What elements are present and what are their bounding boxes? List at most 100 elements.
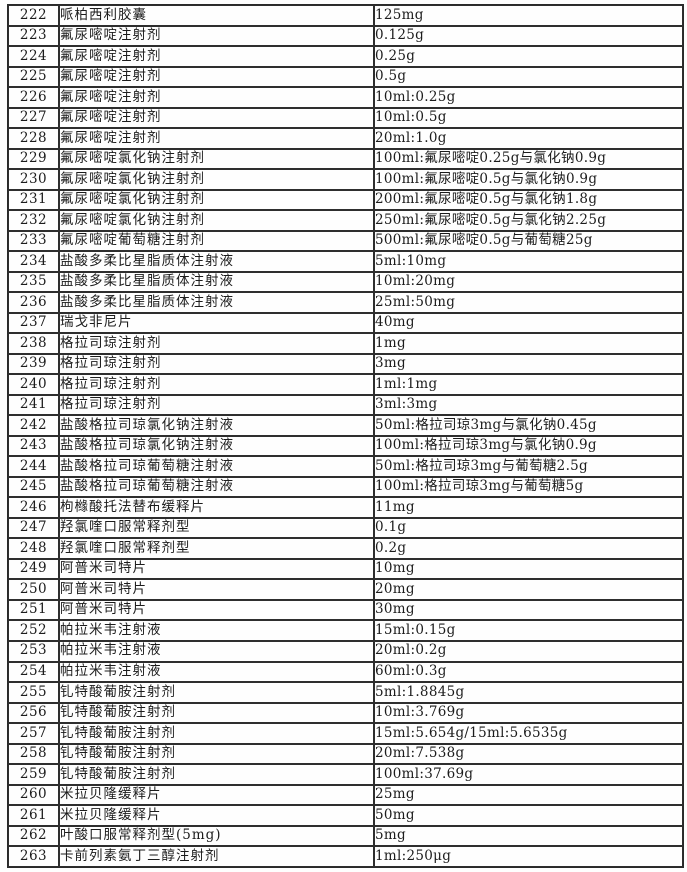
row-number-cell: 249	[8, 558, 59, 580]
table-row: 258 钆特酸葡胺注射剂 20ml:7.538g	[8, 743, 683, 765]
table-row: 227 氟尿嘧啶注射剂 10ml:0.5g	[8, 107, 683, 129]
row-number-cell: 237	[8, 312, 59, 334]
spec-cell: 0.25g	[374, 46, 683, 67]
spec-cell: 1ml:1mg	[374, 374, 683, 395]
drug-name-cell: 氟尿嘧啶注射剂	[59, 46, 374, 67]
spec-cell: 50ml:格拉司琼3mg与氯化钠0.45g	[374, 415, 683, 436]
table-row: 242 盐酸格拉司琼氯化钠注射液 50ml:格拉司琼3mg与氯化钠0.45g	[8, 415, 683, 436]
drug-name-cell: 羟氯喹口服常释剂型	[59, 517, 374, 539]
drug-name-cell: 钆特酸葡胺注射剂	[59, 723, 374, 744]
drug-name-cell: 格拉司琼注射剂	[59, 353, 374, 375]
spec-cell: 25mg	[374, 784, 683, 806]
drug-name-cell: 氟尿嘧啶注射剂	[59, 107, 374, 129]
drug-name-cell: 米拉贝隆缓释片	[59, 784, 374, 806]
drug-name-cell: 帕拉米韦注射液	[59, 620, 374, 641]
row-number-cell: 227	[8, 107, 59, 129]
drug-name-cell: 格拉司琼注射剂	[59, 374, 374, 395]
row-number-cell: 245	[8, 476, 59, 498]
drug-name-cell: 氟尿嘧啶氯化钠注射剂	[59, 169, 374, 190]
row-number-cell: 247	[8, 517, 59, 539]
table-row: 239 格拉司琼注射剂 3mg	[8, 353, 683, 375]
row-number-cell: 254	[8, 661, 59, 683]
row-number-cell: 260	[8, 784, 59, 806]
table-row: 259 钆特酸葡胺注射剂 100ml:37.69g	[8, 764, 683, 785]
drug-name-cell: 哌柏西利胶囊	[59, 5, 374, 26]
spec-cell: 25ml:50mg	[374, 292, 683, 313]
table-row: 257 钆特酸葡胺注射剂 15ml:5.654g/15ml:5.6535g	[8, 723, 683, 744]
drug-name-cell: 瑞戈非尼片	[59, 312, 374, 334]
table-row: 250 阿普米司特片 20mg	[8, 579, 683, 600]
drug-name-cell: 氟尿嘧啶注射剂	[59, 66, 374, 88]
drug-name-cell: 羟氯喹口服常释剂型	[59, 538, 374, 559]
row-number-cell: 234	[8, 251, 59, 272]
spec-cell: 11mg	[374, 497, 683, 518]
table-row: 241 格拉司琼注射剂 3ml:3mg	[8, 394, 683, 416]
drug-name-cell: 氟尿嘧啶注射剂	[59, 25, 374, 47]
drug-name-cell: 氟尿嘧啶氯化钠注射剂	[59, 189, 374, 211]
table-row: 236 盐酸多柔比星脂质体注射液 25ml:50mg	[8, 292, 683, 313]
spec-cell: 20ml:1.0g	[374, 128, 683, 149]
row-number-cell: 239	[8, 353, 59, 375]
spec-cell: 15ml:0.15g	[374, 620, 683, 641]
table-row: 226 氟尿嘧啶注射剂 10ml:0.25g	[8, 87, 683, 108]
row-number-cell: 255	[8, 682, 59, 703]
table-row: 234 盐酸多柔比星脂质体注射液 5ml:10mg	[8, 251, 683, 272]
row-number-cell: 230	[8, 169, 59, 190]
drug-name-cell: 钆特酸葡胺注射剂	[59, 682, 374, 703]
row-number-cell: 257	[8, 723, 59, 744]
table-row: 231 氟尿嘧啶氯化钠注射剂 200ml:氟尿嘧啶0.5g与氯化钠1.8g	[8, 189, 683, 211]
drug-name-cell: 盐酸格拉司琼葡萄糖注射液	[59, 456, 374, 477]
spec-cell: 15ml:5.654g/15ml:5.6535g	[374, 723, 683, 744]
spec-cell: 10ml:0.25g	[374, 87, 683, 108]
drug-name-cell: 枸橼酸托法替布缓释片	[59, 497, 374, 518]
row-number-cell: 253	[8, 640, 59, 662]
drug-table-body: 222 哌柏西利胶囊 125mg 223 氟尿嘧啶注射剂 0.125g 224 …	[8, 5, 683, 867]
table-row: 247 羟氯喹口服常释剂型 0.1g	[8, 517, 683, 539]
row-number-cell: 258	[8, 743, 59, 765]
drug-name-cell: 盐酸多柔比星脂质体注射液	[59, 251, 374, 272]
drug-name-cell: 氟尿嘧啶氯化钠注射剂	[59, 148, 374, 170]
spec-cell: 100ml:格拉司琼3mg与氯化钠0.9g	[374, 435, 683, 457]
spec-cell: 3mg	[374, 353, 683, 375]
drug-name-cell: 钆特酸葡胺注射剂	[59, 764, 374, 785]
spec-cell: 0.2g	[374, 538, 683, 559]
spec-cell: 1mg	[374, 333, 683, 354]
spec-cell: 5ml:10mg	[374, 251, 683, 272]
row-number-cell: 240	[8, 374, 59, 395]
row-number-cell: 256	[8, 702, 59, 724]
table-row: 262 叶酸口服常释剂型(5mg) 5mg	[8, 825, 683, 847]
drug-name-cell: 阿普米司特片	[59, 558, 374, 580]
drug-name-cell: 阿普米司特片	[59, 599, 374, 621]
table-row: 252 帕拉米韦注射液 15ml:0.15g	[8, 620, 683, 641]
row-number-cell: 224	[8, 46, 59, 67]
row-number-cell: 248	[8, 538, 59, 559]
row-number-cell: 250	[8, 579, 59, 600]
table-row: 235 盐酸多柔比星脂质体注射液 10ml:20mg	[8, 271, 683, 293]
spec-cell: 10ml:20mg	[374, 271, 683, 293]
row-number-cell: 244	[8, 456, 59, 477]
row-number-cell: 252	[8, 620, 59, 641]
table-row: 238 格拉司琼注射剂 1mg	[8, 333, 683, 354]
drug-name-cell: 盐酸多柔比星脂质体注射液	[59, 271, 374, 293]
table-row: 256 钆特酸葡胺注射剂 10ml:3.769g	[8, 702, 683, 724]
row-number-cell: 259	[8, 764, 59, 785]
spec-cell: 5ml:1.8845g	[374, 682, 683, 703]
spec-cell: 10mg	[374, 558, 683, 580]
row-number-cell: 235	[8, 271, 59, 293]
row-number-cell: 226	[8, 87, 59, 108]
drug-name-cell: 帕拉米韦注射液	[59, 661, 374, 683]
drug-name-cell: 氟尿嘧啶注射剂	[59, 128, 374, 149]
spec-cell: 20ml:0.2g	[374, 640, 683, 662]
drug-name-cell: 钆特酸葡胺注射剂	[59, 702, 374, 724]
spec-cell: 100ml:格拉司琼3mg与葡萄糖5g	[374, 476, 683, 498]
table-row: 244 盐酸格拉司琼葡萄糖注射液 50ml:格拉司琼3mg与葡萄糖2.5g	[8, 456, 683, 477]
table-row: 233 氟尿嘧啶葡萄糖注射剂 500ml:氟尿嘧啶0.5g与葡萄糖25g	[8, 230, 683, 252]
drug-name-cell: 氟尿嘧啶注射剂	[59, 87, 374, 108]
spec-cell: 125mg	[374, 5, 683, 26]
spec-cell: 60ml:0.3g	[374, 661, 683, 683]
row-number-cell: 242	[8, 415, 59, 436]
spec-cell: 500ml:氟尿嘧啶0.5g与葡萄糖25g	[374, 230, 683, 252]
drug-name-cell: 米拉贝隆缓释片	[59, 805, 374, 826]
row-number-cell: 241	[8, 394, 59, 416]
